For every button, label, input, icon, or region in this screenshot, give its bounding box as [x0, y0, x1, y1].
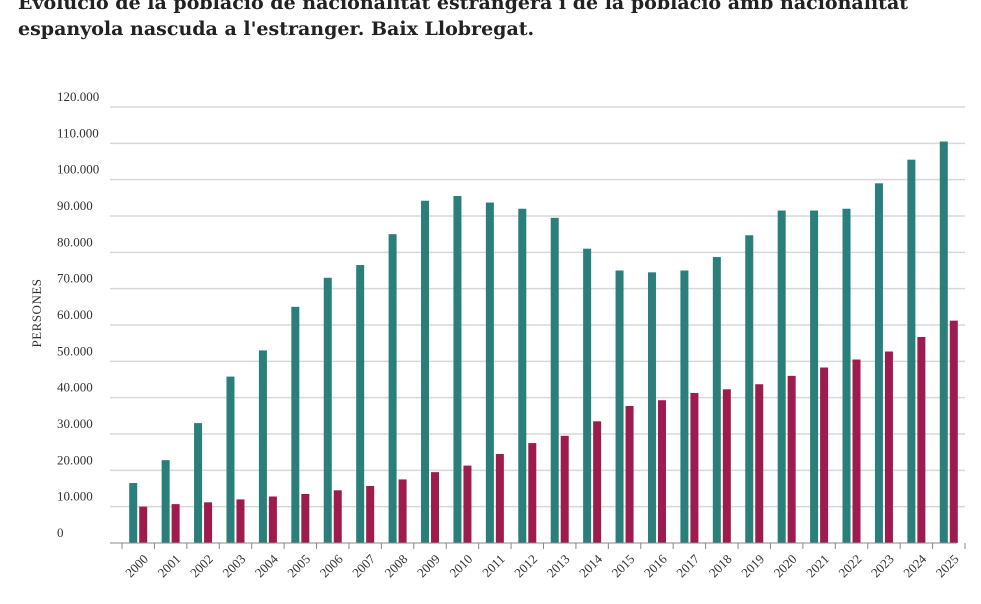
bar: [560, 435, 569, 543]
x-tick-label: 2023: [868, 551, 897, 580]
y-tick-label: 40.000: [57, 380, 93, 395]
bar: [333, 490, 342, 543]
bar: [194, 423, 203, 543]
x-tick-label: 2006: [317, 551, 346, 580]
bar: [356, 265, 365, 543]
bar: [550, 217, 559, 544]
bar: [236, 499, 245, 543]
x-tick-label: 2016: [641, 551, 670, 580]
x-tick-label: 2004: [252, 551, 281, 580]
bar: [712, 257, 721, 543]
bar: [301, 493, 310, 543]
bar: [366, 485, 375, 543]
y-tick-label: 30.000: [57, 416, 93, 431]
bar: [453, 196, 462, 543]
y-tick-label: 10.000: [57, 489, 93, 504]
bar: [722, 389, 731, 543]
bar: [258, 350, 267, 543]
y-tick-label: 80.000: [57, 234, 93, 249]
x-tick-label: 2007: [349, 551, 378, 580]
bar: [204, 502, 213, 543]
y-axis-ticks: 0 10.000 20.000 30.000 40.000 50.000 60.000 70.…: [57, 89, 99, 540]
x-tick-label: 2018: [706, 551, 735, 580]
x-tick-label: 2022: [835, 551, 864, 580]
x-tick-label: 2019: [738, 551, 767, 580]
x-tick-label: 2017: [673, 551, 702, 580]
x-tick-label: 2002: [187, 551, 216, 580]
x-tick-label: 2024: [900, 551, 929, 580]
x-tick-label: 2013: [544, 551, 573, 580]
y-tick-label: 120.000: [57, 89, 99, 104]
bars: [129, 141, 958, 544]
bar: [647, 272, 656, 543]
x-tick-label: 2011: [479, 551, 508, 580]
x-tick-label: 2020: [771, 551, 800, 580]
x-tick-label: 2012: [511, 551, 540, 580]
y-tick-label: 100.000: [57, 162, 99, 177]
x-tick-label: 2010: [446, 551, 475, 580]
x-tick-label: 2015: [608, 551, 637, 580]
bar: [495, 453, 504, 543]
bar: [226, 376, 235, 543]
bar: [949, 320, 958, 543]
bar: [421, 200, 430, 544]
y-tick-label: 110.000: [57, 125, 99, 140]
bar: [907, 159, 916, 543]
bar: [690, 392, 699, 543]
x-tick-label: 2005: [284, 551, 313, 580]
bar: [939, 141, 948, 543]
bar: [268, 496, 277, 543]
y-tick-label: 0: [57, 525, 64, 540]
x-tick-label: 2008: [382, 551, 411, 580]
x-tick-label: 2021: [803, 551, 832, 580]
bar: [755, 384, 764, 543]
bar: [884, 351, 893, 543]
bar: [820, 367, 829, 543]
x-tick-label: 2003: [219, 551, 248, 580]
bar: [787, 375, 796, 543]
bar: [657, 400, 666, 543]
y-tick-label: 60.000: [57, 307, 93, 322]
bar: [583, 248, 592, 543]
x-tick-label: 2001: [155, 551, 184, 580]
x-tick-label: 2009: [414, 551, 443, 580]
bar: [431, 472, 440, 543]
bar: [518, 208, 527, 543]
bar: [745, 235, 754, 544]
bar: [528, 443, 537, 543]
bar: [171, 504, 180, 543]
bar: [129, 483, 138, 543]
bar: [810, 210, 819, 544]
chart-title: Evolució de la població de nacionalitat …: [18, 0, 909, 40]
bar: [680, 270, 689, 543]
bar: [161, 460, 170, 543]
x-tick-label: 2025: [933, 551, 962, 580]
y-tick-label: 90.000: [57, 198, 93, 213]
bar: [485, 202, 494, 543]
bar: [139, 506, 148, 543]
x-axis: 2000 2001 2002 2003 2004 2005 2006 2007 2008 2009…: [110, 542, 966, 580]
bar: [625, 406, 634, 543]
x-tick-label: 2000: [122, 551, 151, 580]
bar: [852, 359, 861, 543]
y-tick-label: 50.000: [57, 343, 93, 358]
bar: [291, 306, 300, 543]
bar: [323, 277, 332, 543]
x-tick-label: 2014: [576, 551, 605, 580]
y-tick-label: 20.000: [57, 452, 93, 467]
bar: [388, 234, 397, 543]
y-axis-label: PERSONES: [29, 278, 44, 347]
bar: [463, 465, 472, 543]
gridlines: [110, 106, 965, 508]
y-tick-label: 70.000: [57, 271, 93, 286]
bar: [593, 421, 602, 543]
bar: [874, 183, 883, 544]
bar: [777, 210, 786, 544]
bar: [615, 270, 624, 543]
bar: [917, 336, 926, 543]
bar: [842, 208, 851, 543]
bar: [398, 479, 407, 543]
